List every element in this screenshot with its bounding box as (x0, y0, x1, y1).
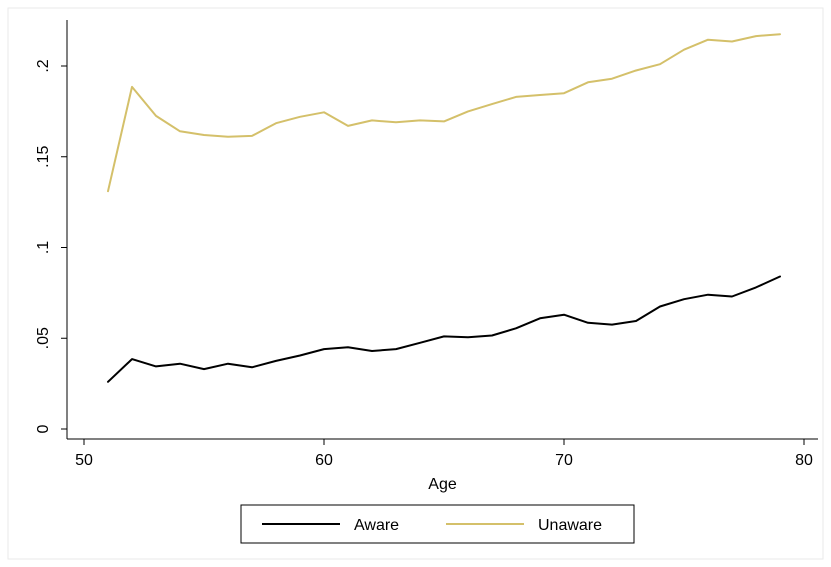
axes: 0 .05 .1 .15 .2 50 60 70 80 (35, 20, 818, 469)
x-axis-title: Age (428, 476, 457, 493)
x-tick-label: 60 (315, 452, 333, 469)
legend: Aware Unaware (240, 504, 635, 544)
legend-label-aware: Aware (354, 517, 399, 534)
series-line-unaware (107, 33, 781, 193)
y-tick-label: 0 (35, 424, 52, 433)
y-tick-label: .2 (35, 59, 52, 72)
x-tick-label: 70 (555, 452, 573, 469)
x-tick-label: 50 (75, 452, 93, 469)
y-tick-label: .1 (35, 241, 52, 254)
series-line-aware (107, 275, 781, 383)
y-tick-label: .05 (35, 327, 52, 349)
x-tick-label: 80 (795, 452, 813, 469)
y-tick-label: .15 (35, 146, 52, 168)
legend-label-unaware: Unaware (538, 517, 602, 534)
series-lines (107, 33, 781, 383)
